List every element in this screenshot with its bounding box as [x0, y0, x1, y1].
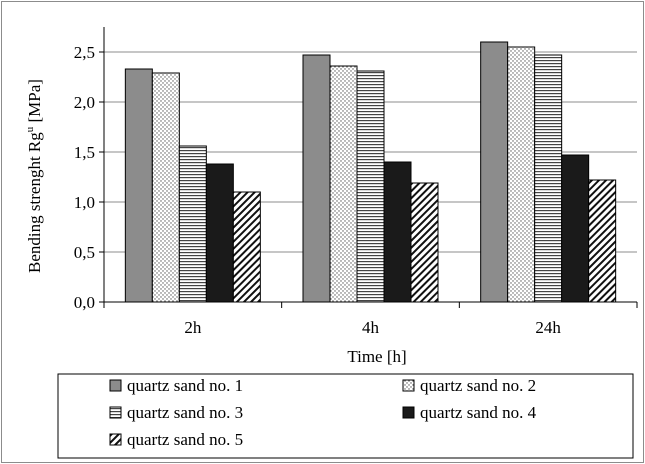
bar	[561, 154, 590, 303]
legend-label: quartz sand no. 5	[127, 430, 243, 449]
y-tick-label: 0,5	[74, 243, 95, 262]
bar	[383, 161, 412, 303]
legend-label: quartz sand no. 1	[127, 376, 243, 395]
legend-label: quartz sand no. 2	[420, 376, 536, 395]
y-axis-label-main: Bending strenght Rg	[25, 132, 44, 273]
y-tick-label: 2,0	[74, 93, 95, 112]
y-tick-label: 1,0	[74, 193, 95, 212]
x-tick-label: 4h	[362, 318, 380, 337]
legend-swatch	[109, 433, 122, 446]
x-tick-label: 2h	[184, 318, 202, 337]
legend-swatch	[109, 406, 122, 419]
bar	[124, 68, 153, 303]
y-tick-label: 2,5	[74, 43, 95, 62]
bar	[410, 182, 439, 303]
legend-label: quartz sand no. 4	[420, 403, 537, 422]
legend-box	[57, 373, 634, 459]
x-axis-label: Time [h]	[347, 347, 406, 366]
bar	[232, 191, 261, 303]
tick-labels: 0,0 0,5 1,0 1,5 2,0 2,5 2h 4h 24h	[74, 43, 562, 337]
bar	[205, 163, 234, 303]
bar	[534, 54, 563, 303]
legend-swatch	[402, 379, 415, 392]
y-axis-label-superscript: u	[24, 126, 36, 132]
bar	[588, 179, 617, 303]
bar	[356, 70, 385, 303]
bars	[124, 41, 617, 303]
y-tick-label: 0,0	[74, 293, 95, 312]
legend-swatch	[402, 406, 415, 419]
x-tick-label: 24h	[535, 318, 561, 337]
y-axis-label: Bending strenght Rgu [MPa]	[24, 79, 44, 273]
bar	[480, 41, 509, 303]
axes	[103, 27, 638, 308]
bar	[507, 46, 536, 303]
y-axis-label-unit: [MPa]	[25, 79, 44, 127]
legend: quartz sand no. 1 quartz sand no. 2 quartz…	[57, 373, 634, 459]
bar	[329, 65, 358, 303]
bar	[178, 145, 207, 303]
legend-swatch	[109, 379, 122, 392]
bar	[151, 72, 180, 303]
y-tick-label: 1,5	[74, 143, 95, 162]
legend-label: quartz sand no. 3	[127, 403, 243, 422]
bar	[302, 54, 331, 303]
